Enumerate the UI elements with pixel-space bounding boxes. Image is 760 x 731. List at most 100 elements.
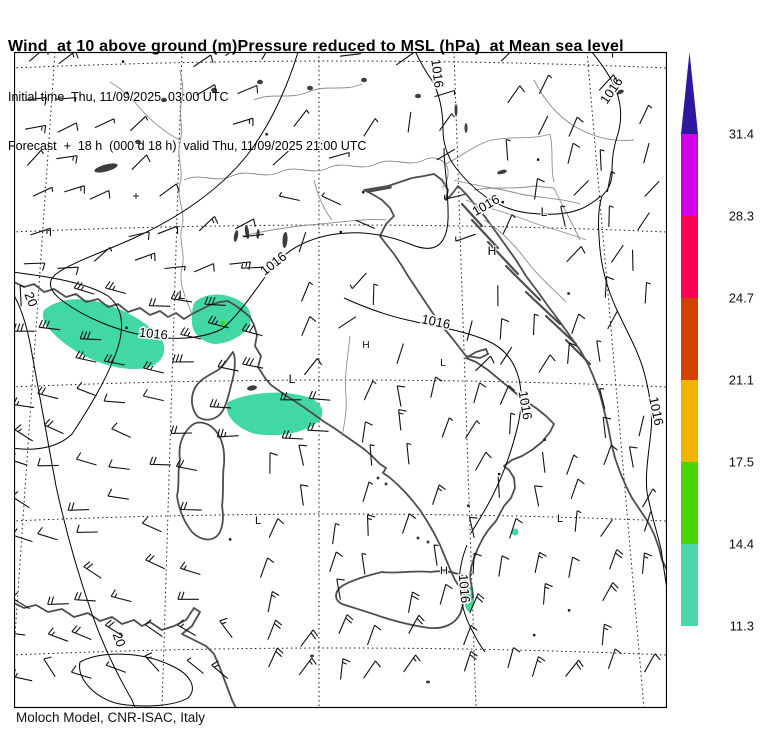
legend-tick-value: 24.7 — [729, 291, 754, 306]
wind-barb — [434, 89, 456, 98]
wind-barb — [111, 422, 131, 438]
wind-barb — [64, 185, 85, 194]
wind-barb — [505, 139, 511, 161]
meridian — [15, 53, 56, 643]
wind-barb — [599, 388, 606, 410]
calm-station-dot — [125, 326, 128, 330]
isobar-value-label: 1016 — [428, 58, 446, 89]
isobar-value-label: 1016 — [456, 574, 473, 604]
wind-barb — [408, 614, 425, 634]
island-aeolian — [426, 540, 430, 544]
wind-barb — [198, 215, 219, 232]
river-drava — [453, 179, 581, 205]
wind-barb — [608, 205, 614, 227]
wind-barb — [38, 319, 61, 331]
wind-barb — [339, 53, 361, 57]
graticule — [15, 53, 666, 707]
wind-barb — [609, 549, 624, 570]
country-borders — [109, 69, 635, 437]
wind-barb — [463, 624, 478, 646]
wind-barb — [443, 193, 466, 200]
wind-barb — [338, 316, 357, 329]
dalmatian-islands — [366, 185, 592, 366]
wind-barb — [229, 261, 251, 270]
wind-barb — [407, 111, 412, 133]
wind-barb — [143, 361, 165, 374]
wind-barb — [441, 417, 454, 438]
shade-calabria-dot — [511, 528, 519, 536]
wind-barb — [643, 142, 650, 164]
wind-barb — [83, 561, 102, 579]
wind-barb — [94, 118, 116, 129]
wind-barb — [507, 647, 521, 669]
wind-barb — [76, 381, 97, 397]
wind-barb — [55, 97, 77, 103]
wind-barbs — [15, 53, 661, 682]
wind-barb — [355, 219, 376, 230]
wind-barb — [500, 53, 521, 62]
wind-barb — [403, 654, 421, 673]
wind-barb — [267, 619, 283, 640]
wind-barb — [15, 592, 30, 610]
wind-barb — [600, 518, 614, 537]
wind-barb — [300, 629, 319, 647]
wind-barb — [105, 661, 126, 673]
parallel — [15, 379, 666, 388]
wind-barb — [141, 516, 162, 533]
wind-barb — [606, 170, 616, 193]
wind-barb — [466, 320, 473, 342]
pressure-center-L: L — [289, 372, 296, 386]
pressure-center-L: L — [179, 288, 186, 302]
wind-barb — [75, 350, 97, 363]
wind-barb — [134, 252, 156, 262]
border-serbia — [553, 187, 581, 241]
wind-barb — [281, 430, 304, 440]
river-mark — [454, 104, 458, 116]
legend-tick-value: 17.5 — [729, 455, 754, 470]
wind-barb — [57, 266, 79, 276]
shade-gulf-of-genoa — [42, 299, 165, 370]
border-de-at — [253, 83, 363, 101]
isobar-value-label: 1016 — [516, 390, 536, 421]
wind-barb — [89, 189, 111, 200]
wind-barb — [499, 384, 516, 405]
parallel — [15, 647, 666, 656]
wind-barb — [299, 484, 309, 506]
wind-barb — [225, 53, 230, 57]
wind-barb — [93, 246, 113, 262]
calm-station-dot — [339, 230, 342, 234]
wind-barb — [366, 624, 382, 646]
wind-barb — [509, 412, 516, 435]
wind-barb — [610, 244, 624, 263]
wind-barb — [15, 424, 33, 442]
wind-barb — [15, 323, 35, 332]
wind-barb — [209, 399, 232, 409]
wind-barb — [15, 490, 30, 509]
wind-barb — [407, 591, 420, 613]
wind-barb — [43, 418, 64, 435]
wind-barb — [237, 84, 259, 95]
isobar-africa-cell — [79, 653, 193, 707]
wind-barb — [560, 205, 566, 227]
legend-tick-value: 28.3 — [729, 209, 754, 224]
calm-station-dot — [467, 504, 470, 507]
wind-barb — [472, 552, 482, 575]
wind-barb — [142, 388, 164, 402]
border-hu-east — [549, 133, 555, 183]
wind-barb — [363, 118, 379, 137]
wind-barb — [58, 53, 79, 65]
wind-barb — [145, 553, 165, 570]
wind-barb — [180, 501, 202, 511]
wind-barb — [103, 353, 125, 366]
wind-barb — [507, 85, 526, 104]
wind-barb — [29, 53, 49, 62]
border-at-hu — [445, 133, 551, 165]
wind-barb — [303, 358, 323, 376]
wind-barb — [268, 647, 284, 668]
wind-barb — [193, 263, 215, 273]
coast-sicily — [335, 570, 466, 629]
border-bosnia — [483, 219, 567, 303]
wind-barb — [611, 53, 614, 58]
wind-barb — [73, 281, 95, 295]
